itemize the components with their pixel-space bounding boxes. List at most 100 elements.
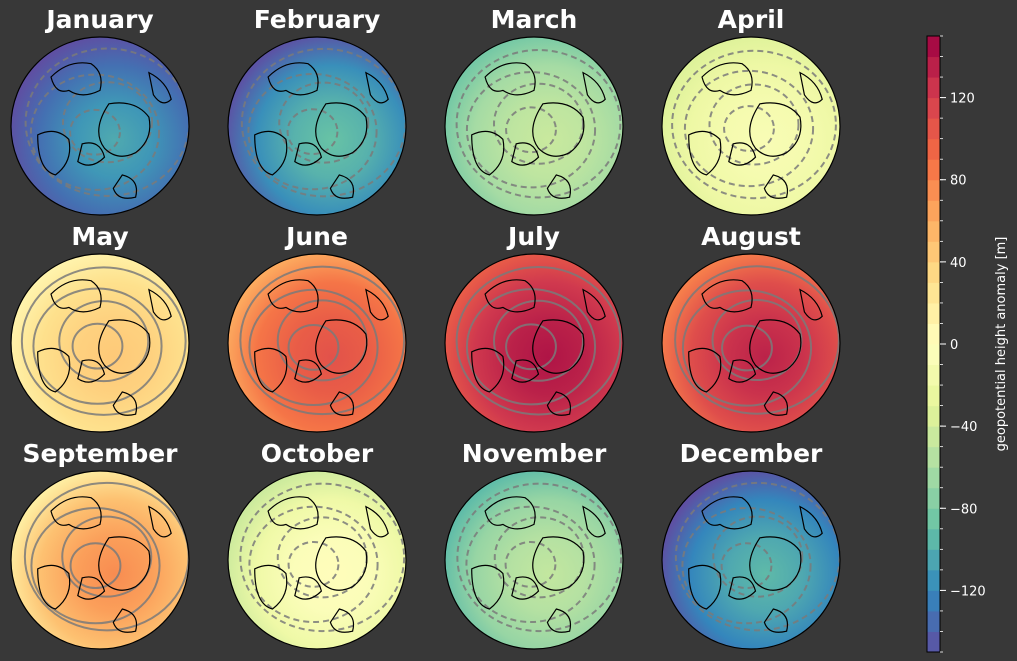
month-title: August: [701, 222, 801, 251]
anomaly-field: [445, 37, 623, 215]
map-panel-september: [10, 470, 190, 650]
colorbar-tick-label: −80: [950, 502, 977, 517]
map-boundary: [661, 36, 841, 216]
coastlines: [254, 62, 389, 199]
map-boundary: [227, 253, 407, 433]
month-title: December: [679, 439, 823, 468]
map-panel-august: [661, 253, 841, 433]
colorbar-bin: [927, 569, 940, 591]
colorbar-bin: [927, 467, 940, 489]
month-title: May: [71, 222, 129, 251]
colorbar-bin: [927, 590, 940, 612]
anomaly-field: [445, 254, 623, 432]
colorbar-bin: [927, 528, 940, 550]
colorbar-bin: [927, 405, 940, 427]
contour-lines: [20, 266, 187, 416]
colorbar-bin: [927, 56, 940, 78]
month-title: October: [260, 439, 374, 468]
colorbar-bin: [927, 282, 940, 304]
anomaly-field: [228, 37, 406, 215]
anomaly-field: [445, 471, 623, 649]
colorbar-tick-label: −120: [950, 584, 986, 599]
colorbar-tick-label: 80: [950, 174, 967, 189]
colorbar-bin: [927, 631, 940, 653]
map-boundary: [661, 470, 841, 650]
colorbar-bin: [927, 302, 940, 324]
month-title: January: [46, 5, 154, 34]
colorbar-bin: [927, 364, 940, 386]
colorbar-bin: [927, 77, 940, 99]
month-title: June: [286, 222, 348, 251]
colorbar-bin: [927, 118, 940, 140]
colorbar-tick-label: 120: [950, 92, 975, 107]
map-panel-may: [10, 253, 190, 433]
colorbar-bin: [927, 385, 940, 407]
coastlines: [37, 62, 172, 199]
colorbar-bin: [927, 344, 940, 366]
colorbar-bin: [927, 446, 940, 468]
map-boundary: [10, 36, 190, 216]
coastlines: [688, 496, 823, 633]
map-boundary: [661, 253, 841, 433]
map-panel-october: [227, 470, 407, 650]
colorbar-title: geopotential height anomaly [m]: [994, 237, 1009, 452]
month-title: September: [22, 439, 178, 468]
anomaly-field: [228, 254, 406, 432]
anomaly-field: [228, 471, 406, 649]
colorbar-bin: [927, 487, 940, 509]
colorbar-bin: [927, 200, 940, 222]
coastlines: [254, 496, 389, 633]
colorbar-bin: [927, 138, 940, 160]
month-title: July: [508, 222, 560, 251]
map-boundary: [227, 470, 407, 650]
map-panel-june: [227, 253, 407, 433]
map-boundary: [444, 253, 624, 433]
contour-lines: [455, 49, 622, 199]
coastlines: [471, 62, 606, 199]
coastlines: [471, 496, 606, 633]
coastlines: [688, 62, 823, 199]
colorbar-bin: [927, 220, 940, 242]
contour-lines: [674, 265, 840, 415]
map-panel-march: [444, 36, 624, 216]
colorbar-bin: [927, 241, 940, 263]
map-boundary: [444, 36, 624, 216]
coastlines: [37, 279, 172, 416]
contour-lines: [671, 49, 837, 200]
map-panel-january: [10, 36, 190, 216]
colorbar-bin: [927, 610, 940, 632]
colorbar-bin: [927, 549, 940, 571]
coastlines: [471, 279, 606, 416]
map-boundary: [10, 470, 190, 650]
month-title: February: [253, 5, 381, 34]
colorbar-bin: [927, 426, 940, 448]
colorbar-bin: [927, 97, 940, 119]
colorbar-bin: [927, 159, 940, 181]
month-title: March: [490, 5, 578, 34]
contour-lines: [24, 47, 189, 197]
map-boundary: [444, 470, 624, 650]
anomaly-field: [11, 37, 189, 215]
coastlines: [688, 279, 823, 416]
map-panel-april: [661, 36, 841, 216]
anomaly-field: [11, 254, 189, 432]
colorbar-bin: [927, 179, 940, 201]
map-panel-february: [227, 36, 407, 216]
map-panel-july: [444, 253, 624, 433]
map-panel-december: [661, 470, 841, 650]
anomaly-field: [662, 471, 840, 649]
coastlines: [37, 496, 172, 633]
colorbar-tick-label: 0: [950, 338, 958, 353]
map-panel-november: [444, 470, 624, 650]
anomaly-field: [11, 471, 189, 649]
map-boundary: [10, 253, 190, 433]
colorbar-bin: [927, 508, 940, 530]
colorbar-bin: [927, 36, 940, 58]
colorbar-tick-label: −40: [950, 420, 977, 435]
month-title: April: [717, 5, 785, 34]
contour-lines: [455, 266, 622, 416]
anomaly-field: [662, 254, 840, 432]
map-boundary: [227, 36, 407, 216]
month-title: November: [461, 439, 607, 468]
